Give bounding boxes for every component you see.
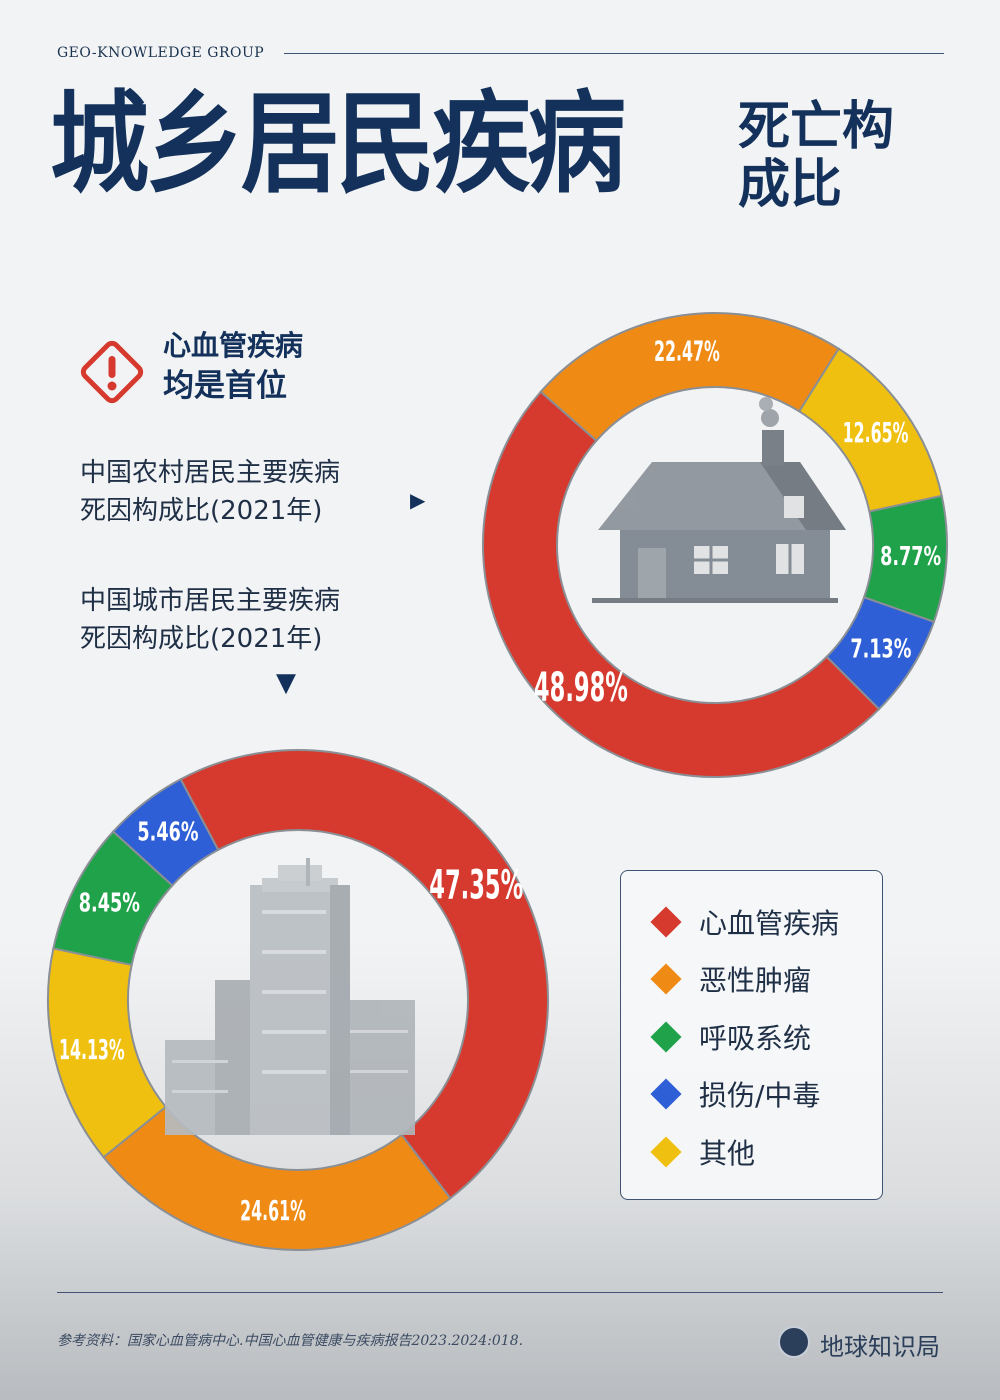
- legend-swatch-respiratory: [650, 1021, 682, 1053]
- arrow-down-icon: ▼: [276, 668, 296, 698]
- legend-item-cardio: 心血管疾病: [621, 893, 882, 951]
- urban-label-other: 14.13%: [59, 1033, 125, 1066]
- urban-description-line-2: 死因构成比(2021年): [80, 624, 323, 654]
- callout-line-1: 心血管疾病: [163, 329, 304, 362]
- logo-text: 地球知识局: [820, 1333, 940, 1361]
- bottom-divider: [57, 1292, 943, 1293]
- rural-description-line-2: 死因构成比(2021年): [80, 496, 323, 526]
- urban-slice-tumor: [102, 1105, 452, 1251]
- rural-description-line-1: 中国农村居民主要疾病: [80, 458, 341, 488]
- legend-label-tumor: 恶性肿瘤: [699, 964, 812, 998]
- rural-label-tumor: 22.47%: [654, 335, 720, 368]
- urban-label-respiratory: 8.45%: [79, 888, 140, 918]
- legend: 心血管疾病 恶性肿瘤 呼吸系统 损伤/中毒 其他: [620, 870, 883, 1200]
- callout-line-2: 均是首位: [163, 368, 287, 404]
- building-icon: [165, 858, 415, 1135]
- legend-label-other: 其他: [699, 1136, 756, 1170]
- legend-label-respiratory: 呼吸系统: [699, 1021, 812, 1055]
- rural-slice-cardio: [482, 390, 881, 778]
- rural-label-injury: 7.13%: [850, 634, 911, 664]
- urban-donut: 47.35% 24.61% 14.13% 8.45% 5.46%: [47, 749, 549, 1251]
- legend-item-tumor: 恶性肿瘤: [621, 951, 882, 1009]
- urban-slice-cardio: [179, 749, 549, 1200]
- rural-slice-tumor: [539, 312, 841, 443]
- rural-label-cardio: 48.98%: [534, 665, 628, 711]
- legend-item-injury: 损伤/中毒: [621, 1066, 882, 1124]
- page-title: 城乡居民疾病: [50, 79, 626, 208]
- urban-slice-injury: [111, 777, 220, 887]
- rural-label-respiratory: 8.77%: [880, 542, 941, 572]
- urban-label-tumor: 24.61%: [240, 1194, 306, 1227]
- rural-slice-injury: [825, 596, 936, 711]
- rural-label-other: 12.65%: [843, 416, 909, 449]
- arrow-right-icon: ▶: [410, 488, 426, 512]
- urban-description: 中国城市居民主要疾病 死因构成比(2021年): [80, 582, 400, 658]
- top-divider: [284, 53, 944, 54]
- warning-icon: [80, 340, 144, 404]
- callout-text: 心血管疾病 均是首位: [163, 326, 303, 406]
- urban-label-cardio: 47.35%: [429, 862, 523, 908]
- legend-swatch-other: [650, 1136, 682, 1168]
- urban-label-injury: 5.46%: [137, 818, 198, 848]
- urban-description-line-1: 中国城市居民主要疾病: [80, 586, 341, 616]
- legend-swatch-tumor: [650, 963, 682, 995]
- legend-label-injury: 损伤/中毒: [699, 1079, 821, 1113]
- rural-donut: 48.98% 22.47% 12.65% 8.77% 7.13%: [482, 312, 948, 778]
- legend-item-respiratory: 呼吸系统: [621, 1008, 882, 1066]
- source-note: 参考资料：国家心血管病中心.中国心血管健康与疾病报告2023.2024:018.: [57, 1333, 524, 1349]
- legend-label-cardio: 心血管疾病: [699, 906, 840, 940]
- legend-item-other: 其他: [621, 1123, 882, 1181]
- globe-logo-icon: [778, 1326, 810, 1358]
- page-subtitle: 死亡构成比: [738, 96, 895, 216]
- rural-description: 中国农村居民主要疾病 死因构成比(2021年): [80, 454, 400, 530]
- legend-swatch-injury: [650, 1078, 682, 1110]
- legend-swatch-cardio: [650, 906, 682, 938]
- house-icon: [592, 397, 846, 603]
- brand-name: GEO-KNOWLEDGE GROUP: [57, 45, 265, 61]
